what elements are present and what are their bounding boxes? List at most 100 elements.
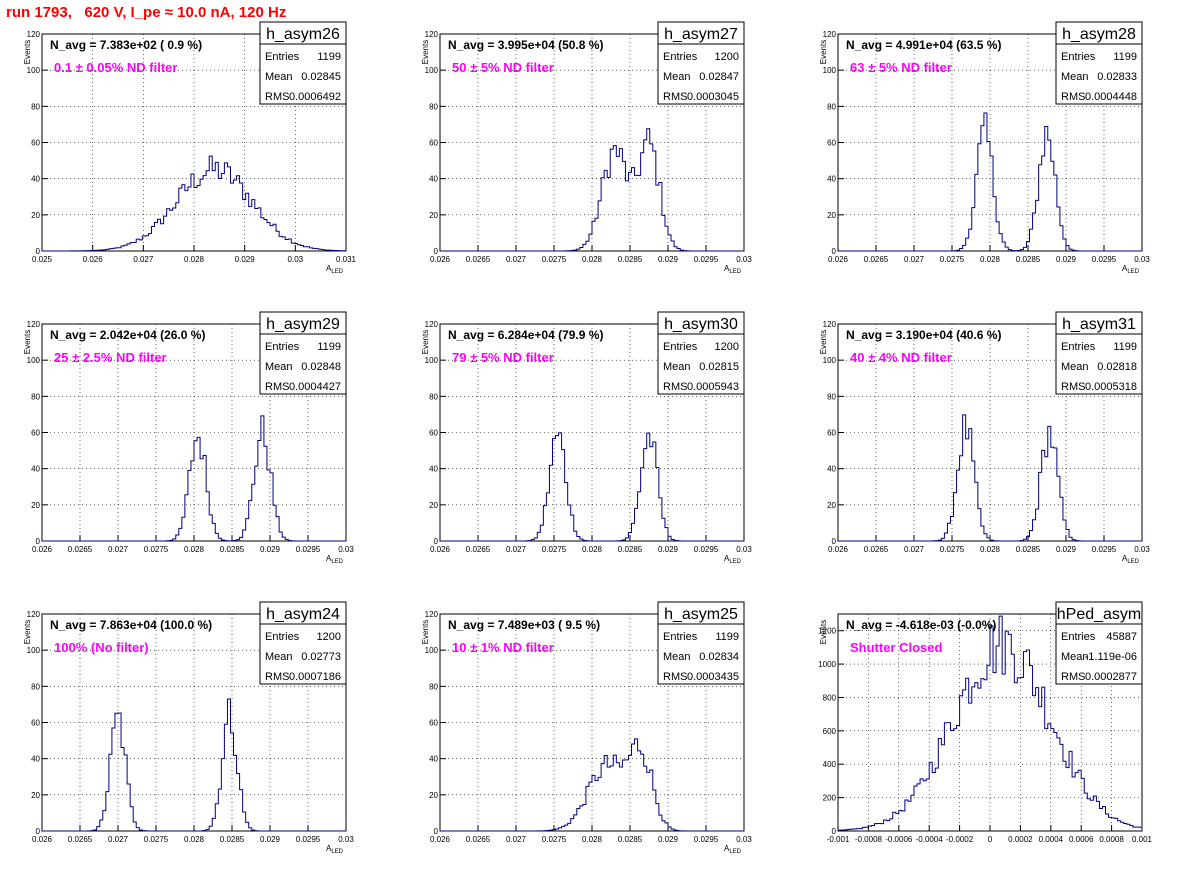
x-tick-label: 0 xyxy=(988,835,993,844)
y-tick-label: 60 xyxy=(31,429,40,438)
x-tick-label: -0.0004 xyxy=(916,835,944,844)
stats-value: 1200 xyxy=(715,341,739,353)
y-axis-title: Events xyxy=(819,330,828,354)
x-axis-title: ALED xyxy=(724,264,742,275)
x-tick-label: 0.028 xyxy=(582,545,603,554)
x-tick-label: 0.0006 xyxy=(1069,835,1094,844)
x-axis-title: ALED xyxy=(724,554,742,565)
filter-label: 25 ± 2.5% ND filter xyxy=(54,350,167,365)
filter-label: 63 ± 5% ND filter xyxy=(850,60,952,75)
stats-value: 0.0003045 xyxy=(687,91,739,103)
y-tick-label: 40 xyxy=(827,175,836,184)
y-tick-label: 20 xyxy=(429,501,438,510)
x-tick-label: 0.029 xyxy=(1056,545,1077,554)
stats-value: 0.0004427 xyxy=(289,381,341,393)
x-tick-label: 0.028 xyxy=(184,545,205,554)
x-tick-label: 0.03 xyxy=(1134,545,1150,554)
stats-label: RMS xyxy=(1061,671,1085,683)
stats-value: 0.02815 xyxy=(699,361,739,373)
histogram-series xyxy=(42,415,346,542)
y-tick-label: 40 xyxy=(31,465,40,474)
y-axis-title: Events xyxy=(23,330,32,354)
stats-value: 0.02845 xyxy=(301,71,341,83)
y-tick-label: 40 xyxy=(429,755,438,764)
x-tick-label: 0.0265 xyxy=(68,835,93,844)
stats-value: 0.02833 xyxy=(1097,71,1137,83)
x-tick-label: 0.025 xyxy=(32,255,53,264)
histogram-series xyxy=(440,738,744,832)
y-tick-label: 60 xyxy=(827,139,836,148)
x-tick-label: 0.029 xyxy=(260,545,281,554)
stats-box xyxy=(657,21,745,105)
y-tick-label: 0 xyxy=(832,537,837,546)
x-tick-label: 0.0002 xyxy=(1008,835,1033,844)
x-tick-label: 0.028 xyxy=(184,255,205,264)
y-tick-label: 40 xyxy=(429,175,438,184)
stats-value: 0.02834 xyxy=(699,651,739,663)
x-tick-label: 0.031 xyxy=(336,255,357,264)
panel-h_asym26: 0.025 0.026 0.027 0.028 0.029 0.03 0.031 0 20 40 6… xyxy=(23,21,357,275)
stats-value: 0.0004448 xyxy=(1085,91,1137,103)
panel-hPed_asym: -0.001 -0.0008 -0.0006 -0.0004 -0.0002 0 0.000… xyxy=(818,601,1153,844)
y-tick-label: 120 xyxy=(823,30,837,39)
histogram-series xyxy=(440,432,744,542)
stats-label: Entries xyxy=(265,341,300,353)
x-tick-label: 0.001 xyxy=(1132,835,1153,844)
x-tick-label: 0.0008 xyxy=(1099,835,1124,844)
x-tick-label: -0.001 xyxy=(827,835,850,844)
y-tick-label: 100 xyxy=(823,356,837,365)
filter-label: 40 ± 4% ND filter xyxy=(850,350,952,365)
x-tick-label: 0.03 xyxy=(338,545,354,554)
stats-label: RMS xyxy=(663,91,687,103)
y-tick-label: 80 xyxy=(827,392,836,401)
histogram-name: hPed_asym xyxy=(1057,606,1142,623)
stats-box xyxy=(259,311,347,395)
y-tick-label: 20 xyxy=(31,791,40,800)
stats-box xyxy=(259,601,347,685)
panel-h_asym28: 0.026 0.0265 0.027 0.0275 0.028 0.0285 0.029 0.… xyxy=(819,21,1150,275)
x-tick-label: 0.0265 xyxy=(864,545,889,554)
y-tick-label: 100 xyxy=(27,66,41,75)
stats-value: 0.0003435 xyxy=(687,671,739,683)
x-tick-label: -0.0002 xyxy=(946,835,974,844)
y-tick-label: 0 xyxy=(36,537,41,546)
y-tick-label: 100 xyxy=(425,66,439,75)
y-tick-label: 100 xyxy=(425,356,439,365)
x-tick-label: 0.029 xyxy=(1056,255,1077,264)
x-tick-label: 0.028 xyxy=(184,835,205,844)
x-tick-label: 0.027 xyxy=(904,255,925,264)
y-tick-label: 40 xyxy=(31,755,40,764)
x-tick-label: 0.027 xyxy=(108,835,129,844)
y-tick-label: 400 xyxy=(823,760,837,769)
navg-annotation: N_avg = 2.042e+04 (26.0 %) xyxy=(50,328,205,342)
x-tick-label: 0.0285 xyxy=(220,835,245,844)
y-tick-label: 800 xyxy=(823,693,837,702)
stats-label: RMS xyxy=(265,381,289,393)
y-tick-label: 40 xyxy=(827,465,836,474)
y-tick-label: 0 xyxy=(434,537,439,546)
stats-value: 0.02773 xyxy=(301,651,341,663)
histogram-series xyxy=(42,698,346,832)
x-axis-title: ALED xyxy=(326,264,344,275)
stats-label: Mean xyxy=(1061,71,1089,83)
stats-box xyxy=(657,601,745,685)
y-axis-title: Events xyxy=(421,620,430,644)
stats-value: 45887 xyxy=(1106,631,1137,643)
histogram-series xyxy=(838,112,1142,252)
x-tick-label: 0.0004 xyxy=(1039,835,1064,844)
x-tick-label: 0.0295 xyxy=(296,545,321,554)
y-tick-label: 20 xyxy=(429,211,438,220)
y-axis-title: Events xyxy=(23,620,32,644)
x-tick-label: 0.0275 xyxy=(940,255,965,264)
x-tick-label: 0.028 xyxy=(582,835,603,844)
stats-label: Mean xyxy=(1061,651,1089,663)
navg-annotation: N_avg = 3.190e+04 (40.6 %) xyxy=(846,328,1001,342)
y-tick-label: 0 xyxy=(434,827,439,836)
x-tick-label: 0.029 xyxy=(260,835,281,844)
y-tick-label: 600 xyxy=(823,727,837,736)
x-tick-label: 0.027 xyxy=(506,255,527,264)
x-tick-label: 0.03 xyxy=(736,255,752,264)
stats-value: 0.0006492 xyxy=(289,91,341,103)
stats-value: -1.119e-06 xyxy=(1085,651,1137,663)
stats-label: Mean xyxy=(265,71,293,83)
